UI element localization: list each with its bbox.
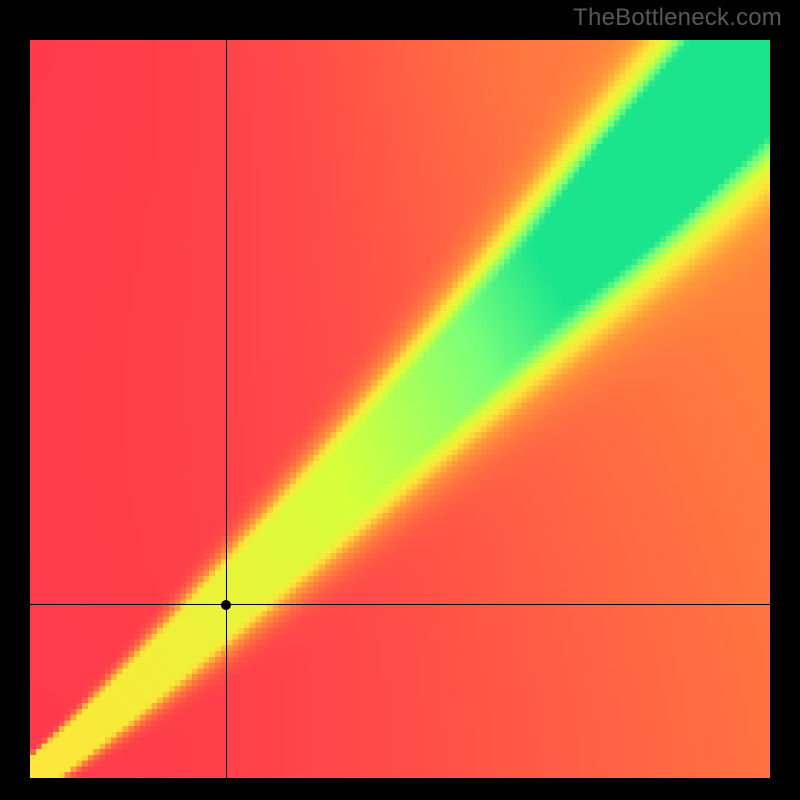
- watermark-label: TheBottleneck.com: [573, 4, 782, 32]
- crosshair-horizontal: [30, 604, 770, 605]
- crosshair-vertical: [226, 40, 227, 778]
- bottleneck-heatmap: [30, 40, 770, 778]
- crosshair-marker: [221, 600, 231, 610]
